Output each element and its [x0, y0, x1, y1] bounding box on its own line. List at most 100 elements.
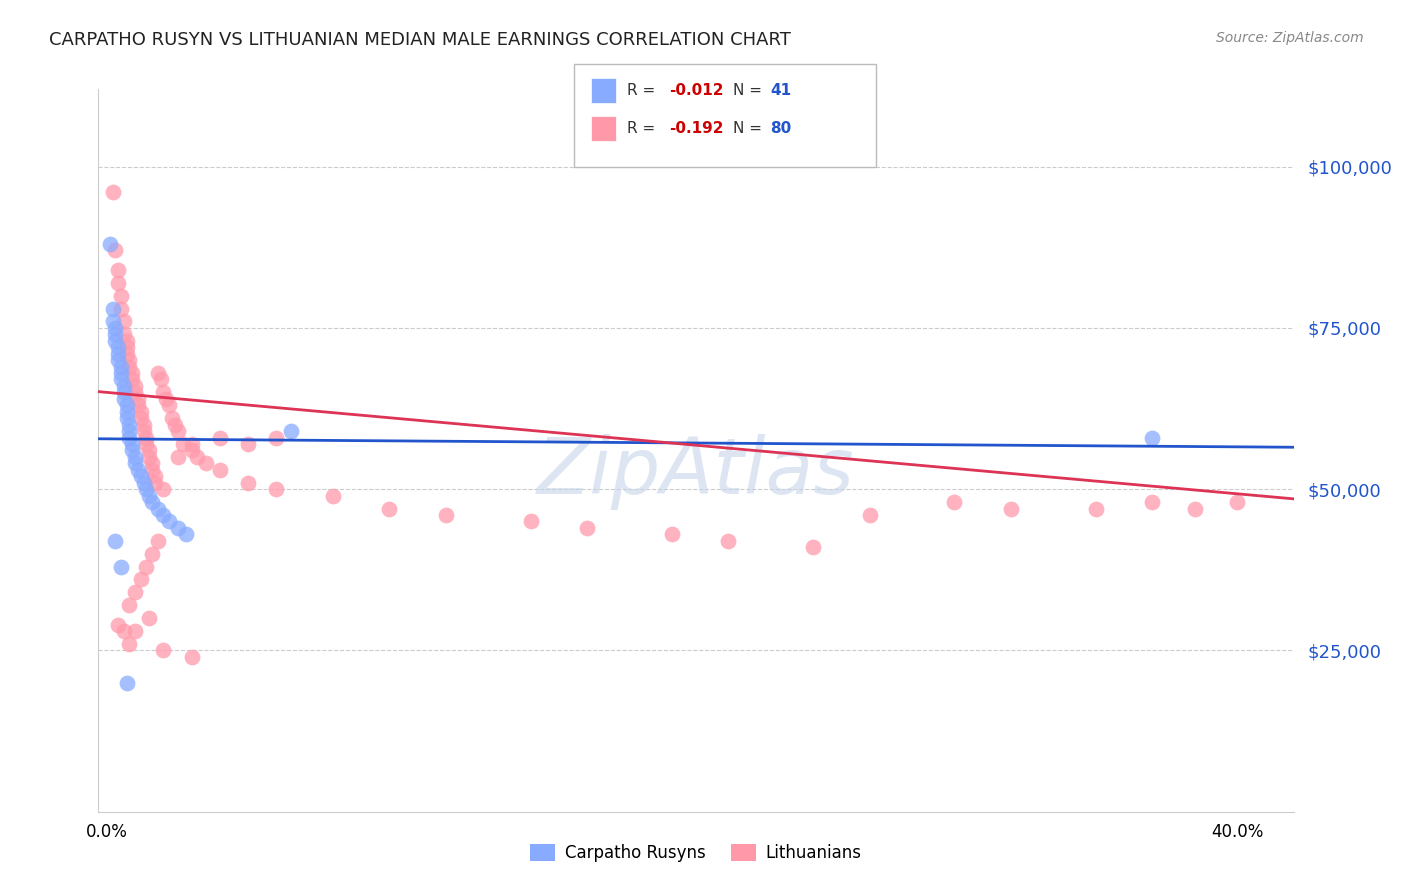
Point [104, 327, 127, 342]
Text: -0.192: -0.192 [669, 121, 724, 136]
Point [110, 372, 132, 386]
Text: ZipAtlas: ZipAtlas [537, 434, 855, 510]
Point [138, 450, 160, 464]
Point [138, 489, 160, 503]
Point [166, 521, 188, 535]
Point [1226, 495, 1249, 509]
Point [146, 366, 169, 380]
Point [115, 334, 138, 348]
Point [143, 469, 166, 483]
Text: R =: R = [627, 84, 661, 98]
Point [149, 372, 172, 386]
Text: 80: 80 [770, 121, 792, 136]
Point [101, 314, 124, 328]
Point [238, 475, 260, 490]
Point [115, 675, 138, 690]
Point [98, 237, 121, 252]
Point [107, 262, 129, 277]
Point [1142, 431, 1164, 445]
Text: 41: 41 [770, 84, 792, 98]
Point [118, 599, 141, 613]
Point [118, 637, 141, 651]
Point [115, 340, 138, 354]
Point [135, 559, 157, 574]
Point [717, 533, 740, 548]
Point [186, 450, 208, 464]
Point [180, 649, 202, 664]
Point [112, 624, 135, 639]
Point [1142, 495, 1164, 509]
Point [127, 463, 149, 477]
Point [110, 559, 132, 574]
Point [135, 431, 157, 445]
Point [152, 385, 174, 400]
Point [194, 456, 217, 470]
Point [163, 417, 186, 432]
Point [124, 385, 146, 400]
Point [143, 475, 166, 490]
Point [138, 611, 160, 625]
Point [118, 353, 141, 368]
Text: Source: ZipAtlas.com: Source: ZipAtlas.com [1216, 31, 1364, 45]
Point [129, 405, 152, 419]
Point [132, 475, 155, 490]
Point [112, 327, 135, 342]
Point [118, 424, 141, 438]
Point [121, 443, 143, 458]
Point [110, 366, 132, 380]
Point [112, 385, 135, 400]
Point [859, 508, 882, 522]
Point [124, 585, 146, 599]
Point [129, 469, 152, 483]
Point [280, 424, 302, 438]
Point [146, 501, 169, 516]
Point [110, 359, 132, 374]
Point [378, 501, 401, 516]
Point [115, 347, 138, 361]
Point [104, 334, 127, 348]
Point [208, 463, 231, 477]
Point [155, 392, 177, 406]
Point [1084, 501, 1107, 516]
Point [266, 482, 288, 496]
Point [135, 437, 157, 451]
Point [129, 573, 152, 587]
Point [107, 347, 129, 361]
Point [146, 533, 169, 548]
Point [519, 515, 541, 529]
Point [172, 437, 194, 451]
Point [152, 643, 174, 657]
Point [127, 398, 149, 412]
Point [166, 424, 188, 438]
Point [141, 463, 163, 477]
Point [104, 533, 127, 548]
Point [141, 547, 163, 561]
Point [135, 482, 157, 496]
Point [1000, 501, 1022, 516]
Point [112, 314, 135, 328]
Point [112, 392, 135, 406]
Point [124, 379, 146, 393]
Point [121, 437, 143, 451]
Point [110, 301, 132, 316]
Legend: Carpatho Rusyns, Lithuanians: Carpatho Rusyns, Lithuanians [523, 837, 869, 869]
Point [943, 495, 966, 509]
Point [124, 624, 146, 639]
Point [152, 482, 174, 496]
Point [115, 411, 138, 425]
Point [661, 527, 683, 541]
Point [121, 372, 143, 386]
Point [118, 431, 141, 445]
Point [138, 443, 160, 458]
Point [107, 276, 129, 290]
Point [129, 411, 152, 425]
Point [157, 515, 180, 529]
Point [180, 437, 202, 451]
Point [1184, 501, 1206, 516]
Point [132, 424, 155, 438]
Point [118, 359, 141, 374]
Text: -0.012: -0.012 [669, 84, 724, 98]
Point [152, 508, 174, 522]
Point [115, 405, 138, 419]
Text: N =: N = [733, 121, 766, 136]
